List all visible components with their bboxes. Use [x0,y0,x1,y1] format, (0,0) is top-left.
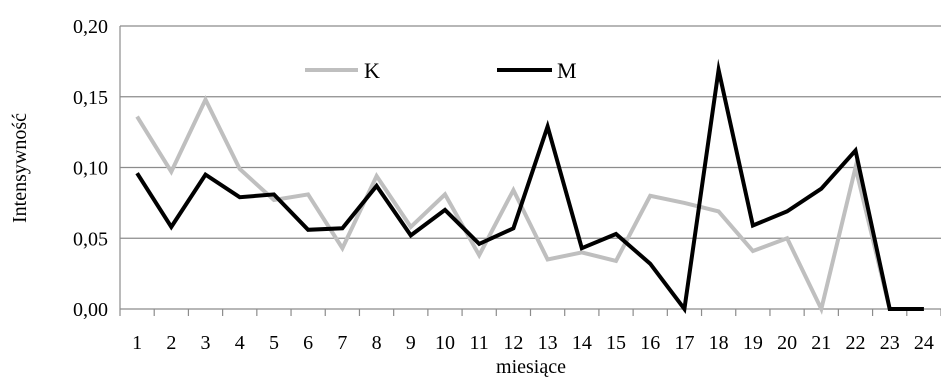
legend-label-k: K [364,58,380,83]
x-tick-label: 5 [269,332,279,354]
x-tick-label: 22 [845,332,865,354]
legend-label-m: M [557,58,577,83]
x-tick-label: 6 [303,332,313,354]
x-tick-label: 1 [132,332,142,354]
x-tick-label: 20 [777,332,797,354]
series-lines [135,58,924,315]
x-tick-label: 4 [235,332,245,354]
series-line-k [135,95,924,315]
x-tick-label: 15 [606,332,626,354]
y-tick-label: 0,10 [73,158,108,180]
x-tick-label: 16 [640,332,660,354]
x-tick-label: 8 [372,332,382,354]
x-tick-label: 2 [166,332,176,354]
x-tick-label: 23 [880,332,900,354]
y-tick-label: 0,00 [73,299,108,321]
x-tick-label: 7 [337,332,347,354]
x-tick-label: 13 [538,332,558,354]
x-tick-label: 24 [914,332,934,354]
x-tick-label: 18 [709,332,729,354]
x-tick-label: 17 [674,332,694,354]
x-axis-title: miesiące [496,356,566,378]
x-tick-label: 10 [435,332,455,354]
x-tick-label: 19 [743,332,763,354]
x-tick-label: 9 [406,332,416,354]
x-tick-label: 3 [201,332,211,354]
x-tick-label: 21 [811,332,831,354]
axes: 0,000,050,100,150,201 2 3 4 5 6 7 8 9 10 11 12 13 14 1… [73,16,941,354]
y-tick-label: 0,15 [73,87,108,109]
series-line-m [135,58,924,315]
x-tick-label: 11 [470,332,489,354]
x-tick-label: 12 [503,332,523,354]
y-tick-label: 0,20 [73,16,108,38]
x-tick-label: 14 [572,332,592,354]
y-tick-label: 0,05 [73,228,108,250]
y-axis-title: Intensywność [9,113,31,223]
